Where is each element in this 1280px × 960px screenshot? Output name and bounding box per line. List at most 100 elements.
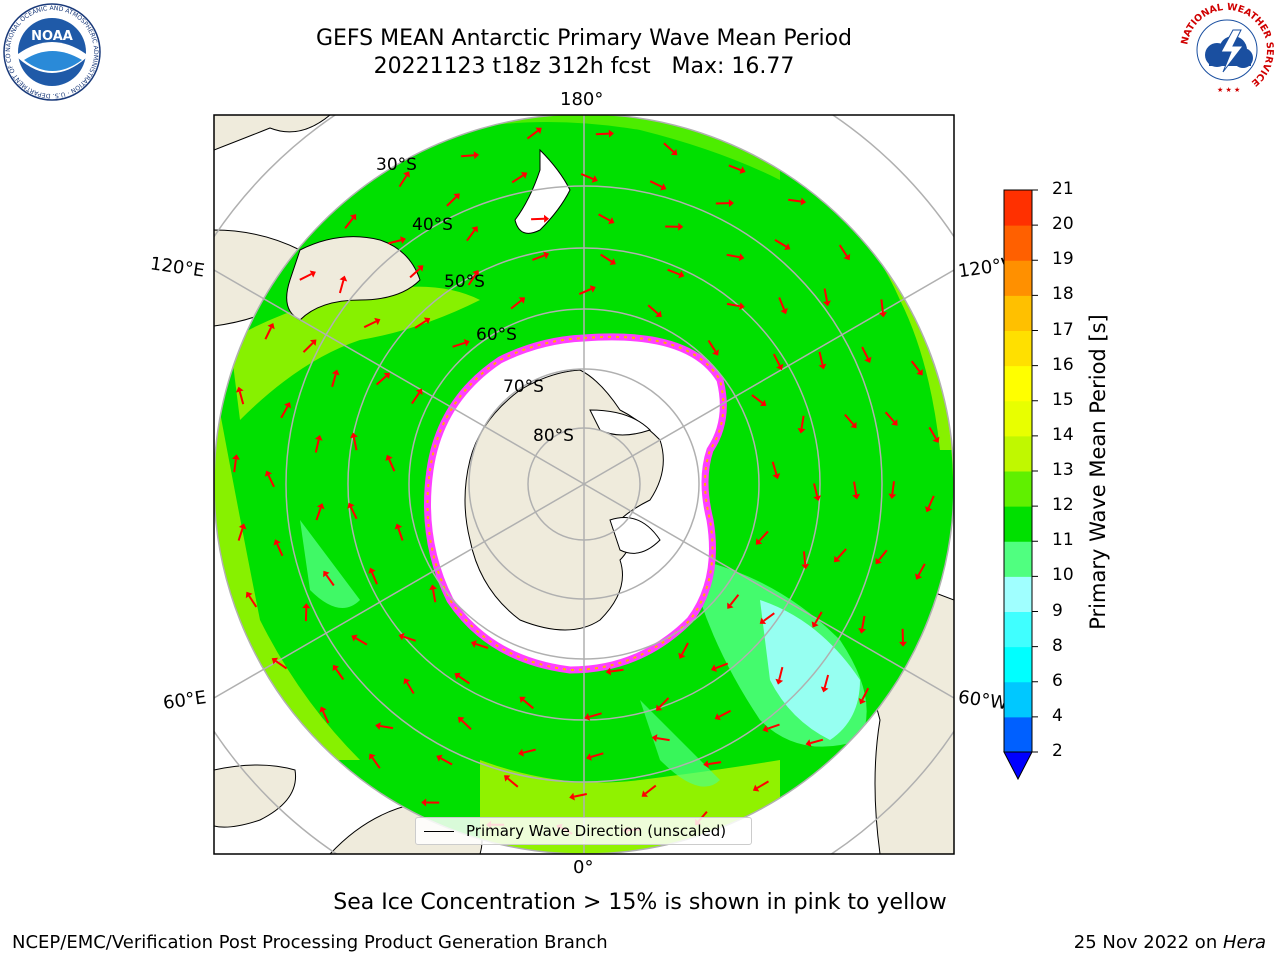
wave-arrow-head [314, 434, 323, 441]
wave-arrow-head [776, 363, 784, 371]
colorbar-tick-label: 18 [1052, 284, 1074, 305]
wave-arrow-head [544, 214, 550, 223]
wave-arrow-head [916, 369, 923, 376]
wave-arrow-shaft [726, 253, 740, 259]
wave-arrow-shaft [363, 320, 377, 329]
wave-arrow-shaft [707, 339, 717, 352]
wave-arrow-head [660, 183, 667, 191]
colorbar-tick-label: 14 [1052, 424, 1074, 445]
wave-arrow-shaft [708, 761, 722, 766]
wave-arrow-head [703, 760, 709, 768]
wave-arrow-shaft [411, 392, 421, 405]
map-title: GEFS MEAN Antarctic Primary Wave Mean Pe… [315, 26, 853, 51]
wave-arrow-head [850, 421, 857, 429]
wave-arrow-head [678, 270, 685, 279]
wave-arrow-head [400, 236, 406, 244]
wave-arrow-head [878, 312, 887, 318]
wave-arrow-head [471, 226, 478, 233]
wave-arrow-shaft [315, 507, 322, 521]
wave-arrow-shaft [861, 346, 869, 359]
colorbar-tick-label: 12 [1052, 495, 1074, 516]
wave-arrow-shaft [397, 527, 404, 541]
wave-arrow-head [805, 739, 812, 747]
wave-arrow-shaft [729, 594, 740, 606]
wave-arrow-shaft [299, 273, 312, 281]
wave-arrow-shaft [756, 780, 770, 789]
wave-arrow-head [589, 285, 596, 293]
wave-arrow-head [584, 713, 591, 721]
wave-arrow-head [823, 300, 831, 307]
wave-arrow-head [436, 754, 443, 762]
wave-arrow-head [453, 193, 460, 200]
wave-arrow-shaft [644, 784, 657, 795]
wave-arrow-head [670, 148, 678, 156]
wave-arrow-shaft [814, 611, 823, 624]
wave-arrow-head [463, 339, 470, 347]
wave-arrow-shaft [461, 719, 472, 731]
wave-arrow-head [780, 308, 788, 315]
wave-arrow-shaft [522, 699, 534, 710]
wave-arrow-head [772, 473, 781, 480]
wave-arrow-shaft [580, 173, 594, 180]
colorbar-block [1004, 400, 1032, 437]
wave-arrow-shaft [823, 674, 830, 688]
wave-arrow-shaft [461, 154, 475, 158]
wave-arrow-shaft [663, 142, 675, 153]
wave-arrow-head [924, 506, 933, 513]
colorbar-block [1004, 435, 1032, 472]
nws-logo: NATIONAL WEATHER SERVICE ★ ★ ★ [1179, 2, 1275, 98]
wave-arrow-shaft [877, 549, 888, 561]
wave-arrow-head [760, 399, 767, 407]
wave-arrow-shaft [532, 254, 545, 261]
wave-arrow-shaft [432, 589, 437, 603]
wave-arrow-shaft [774, 239, 787, 248]
wave-arrow-shaft [788, 198, 802, 203]
wave-arrow-head [473, 151, 480, 160]
colorbar-block [1004, 611, 1032, 648]
wave-arrow-head [843, 253, 851, 261]
map-subtitle: 20221123 t18z 312h fcst Max: 16.77 [373, 54, 795, 79]
wave-arrow-head [801, 563, 810, 570]
wave-arrow-shaft [414, 319, 427, 329]
colorbar-tick-label: 6 [1052, 670, 1063, 691]
wave-arrow-shaft [910, 360, 921, 373]
wave-arrow-head [762, 725, 769, 733]
wave-arrow-shaft [778, 666, 784, 680]
wave-arrow-head [678, 222, 684, 231]
wave-arrow-head [864, 356, 872, 363]
wave-arrow-shaft [526, 130, 539, 140]
wave-arrow-head [472, 270, 480, 277]
legend-label: Primary Wave Direction (unscaled) [466, 822, 727, 840]
wave-arrow-head [385, 454, 393, 461]
colorbar-block [1004, 365, 1032, 402]
wave-arrow-shaft [726, 302, 740, 308]
wave-arrow-head [656, 704, 663, 711]
wave-arrow-head [302, 603, 311, 609]
caption-text: Sea Ice Concentration > 15% is shown in … [333, 890, 947, 915]
colorbar-block [1004, 646, 1032, 683]
colorbar-tick-label: 16 [1052, 354, 1074, 375]
wave-arrow-shaft [276, 543, 284, 557]
wave-arrow-head [470, 640, 477, 648]
wave-arrow-head [369, 753, 376, 760]
wave-arrow-head [232, 454, 240, 460]
footer-host: Hera [1222, 932, 1266, 953]
wave-arrow-head [727, 602, 734, 609]
wave-arrow-shaft [763, 612, 775, 622]
wave-arrow-head [429, 584, 437, 591]
wave-arrow-shaft [656, 737, 670, 742]
colorbar-tick-label: 8 [1052, 635, 1063, 656]
legend-line-swatch [424, 831, 454, 832]
colorbar-tick-label: 20 [1052, 214, 1074, 235]
wave-arrow-head [651, 734, 658, 742]
wave-arrow-shaft [475, 642, 489, 649]
wave-arrow-head [238, 523, 247, 530]
wave-arrow-head [417, 265, 424, 272]
lat-label-80s: 80°S [533, 426, 574, 446]
colorbar-tick-label: 17 [1052, 319, 1074, 340]
wave-arrow-shaft [861, 687, 870, 701]
wave-arrow-shaft [927, 495, 935, 509]
wave-arrow-shaft [771, 461, 778, 475]
wave-arrow-shaft [715, 662, 729, 670]
wave-arrow-shaft [861, 615, 866, 629]
